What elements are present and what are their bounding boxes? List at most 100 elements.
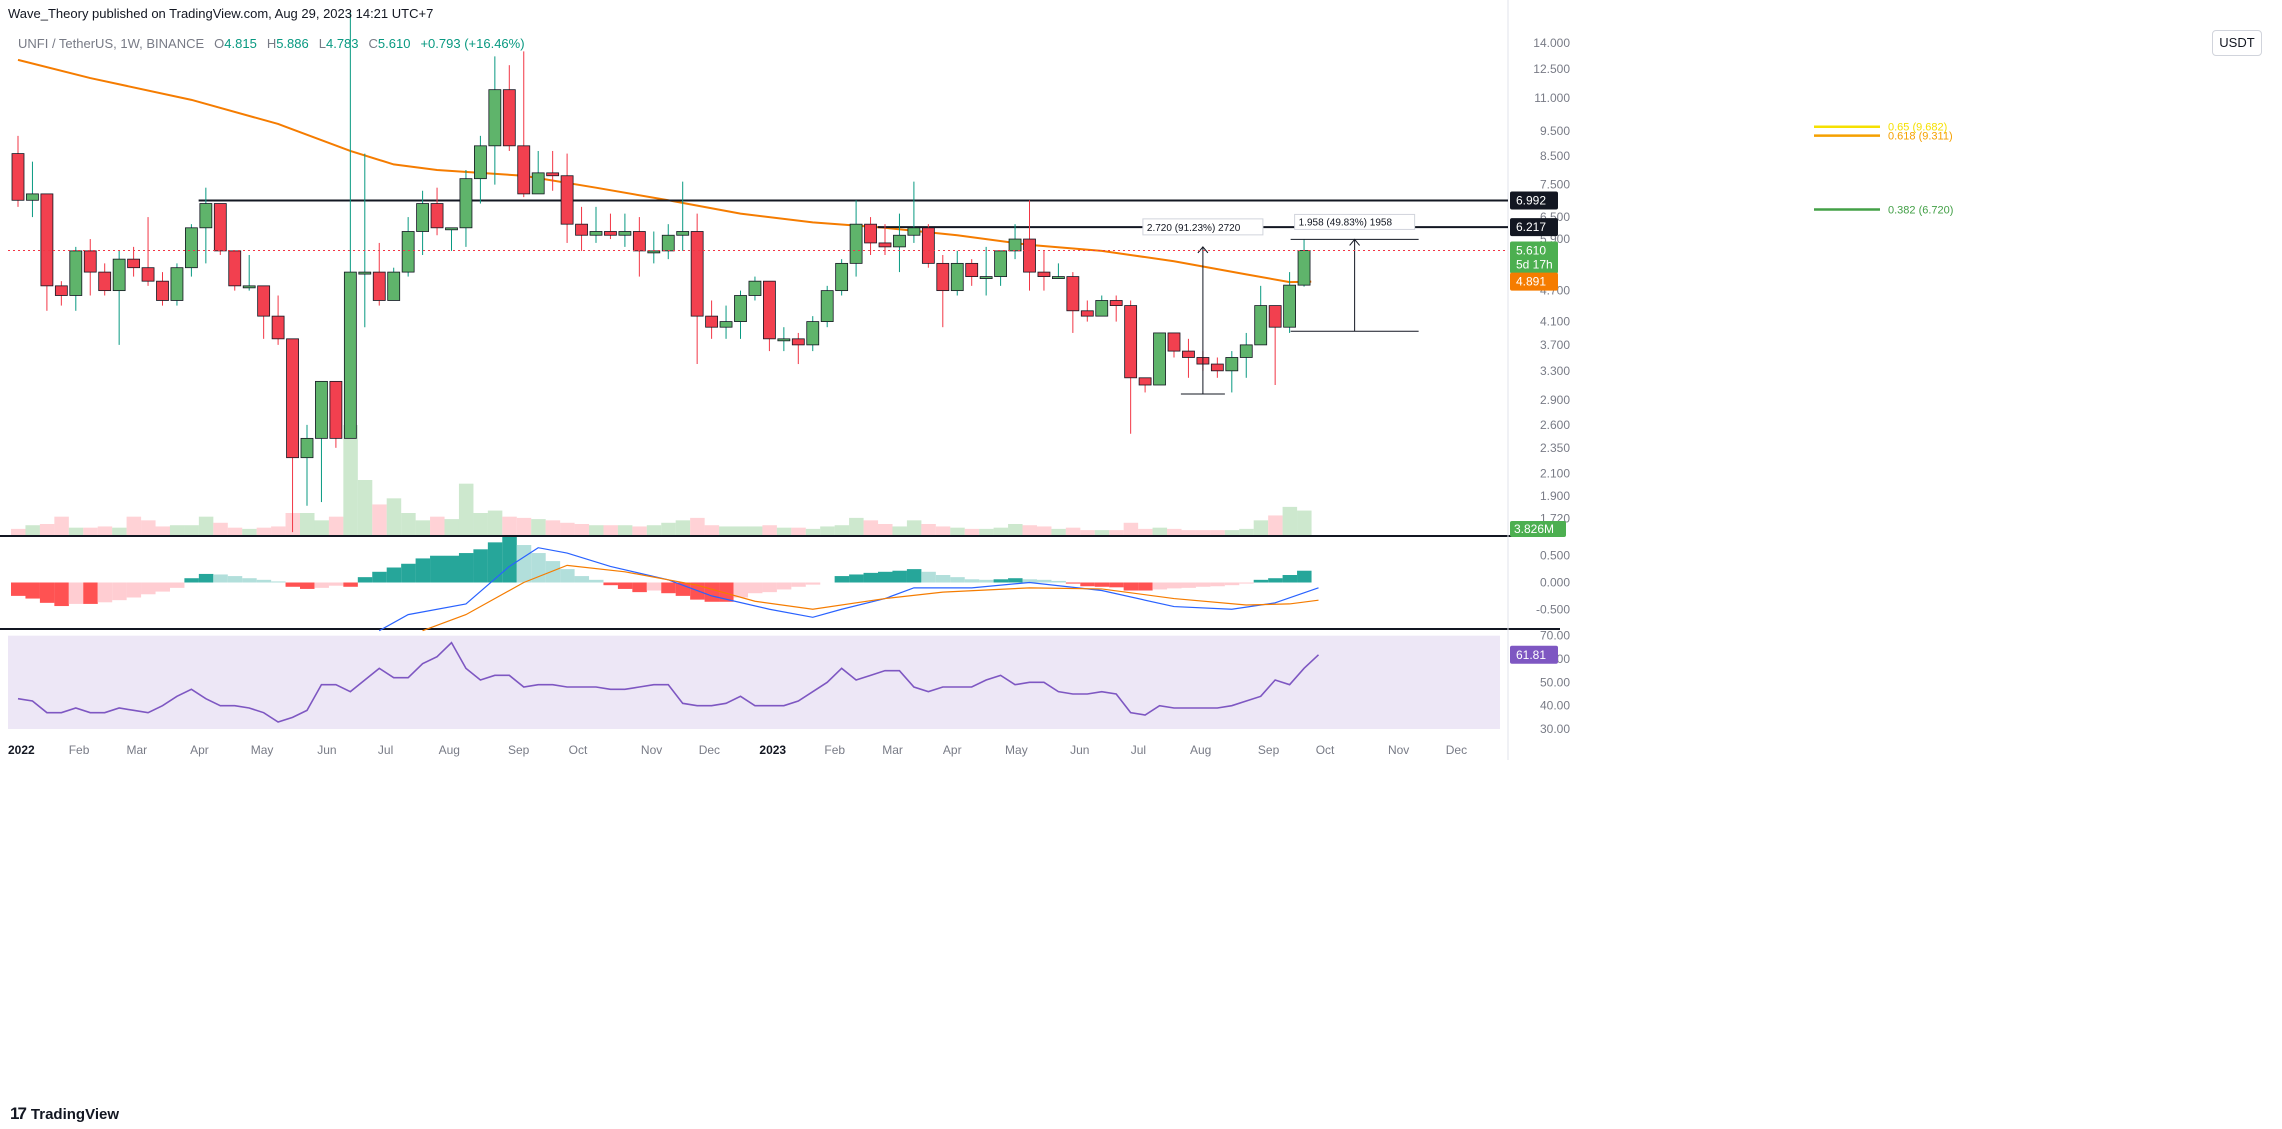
candle-up[interactable] xyxy=(401,231,415,273)
candle-up[interactable] xyxy=(69,250,83,296)
candle-up[interactable] xyxy=(618,231,632,236)
candle-down[interactable] xyxy=(372,271,386,301)
candle-up[interactable] xyxy=(343,271,357,439)
macd-histogram-bar xyxy=(906,569,922,583)
candle-up[interactable] xyxy=(531,172,545,195)
volume-bar xyxy=(1022,525,1037,535)
candle-down[interactable] xyxy=(430,203,444,229)
currency-button[interactable]: USDT xyxy=(2212,30,2262,56)
candle-down[interactable] xyxy=(83,250,97,273)
candle-down[interactable] xyxy=(213,203,227,252)
candle-up[interactable] xyxy=(719,321,733,328)
candle-down[interactable] xyxy=(40,193,54,287)
candle-down[interactable] xyxy=(1268,305,1282,328)
candle-up[interactable] xyxy=(387,271,401,301)
candle-down[interactable] xyxy=(98,271,112,292)
candle-down[interactable] xyxy=(271,315,285,340)
candle-up[interactable] xyxy=(748,280,762,296)
candle-up[interactable] xyxy=(170,267,184,301)
candle-down[interactable] xyxy=(575,223,588,236)
candle-down[interactable] xyxy=(228,250,242,287)
candle-down[interactable] xyxy=(1037,271,1051,277)
candle-down[interactable] xyxy=(127,258,140,269)
candle-down[interactable] xyxy=(965,262,979,277)
candle-up[interactable] xyxy=(907,227,921,236)
candle-up[interactable] xyxy=(1225,357,1239,372)
candle-up[interactable] xyxy=(1297,250,1311,286)
candle-down[interactable] xyxy=(1124,305,1138,379)
candle-up[interactable] xyxy=(473,145,487,180)
time-tick-label: Apr xyxy=(943,743,962,757)
price-tick-label: 7.500 xyxy=(1540,178,1570,192)
candle-up[interactable] xyxy=(835,262,849,292)
candle-down[interactable] xyxy=(1023,238,1036,273)
candle-up[interactable] xyxy=(184,227,198,269)
candle-down[interactable] xyxy=(791,338,805,346)
candle-down[interactable] xyxy=(763,280,776,340)
candle-up[interactable] xyxy=(26,193,39,201)
candle-up[interactable] xyxy=(1052,276,1065,279)
candle-down[interactable] xyxy=(329,380,343,439)
candle-down[interactable] xyxy=(878,242,892,248)
candle-up[interactable] xyxy=(820,290,834,322)
candle-up[interactable] xyxy=(1254,305,1268,346)
candle-up[interactable] xyxy=(1239,344,1253,358)
candle-up[interactable] xyxy=(647,250,661,254)
candle-up[interactable] xyxy=(589,231,603,236)
candle-down[interactable] xyxy=(1109,300,1123,306)
candle-up[interactable] xyxy=(445,227,458,231)
candle-down[interactable] xyxy=(1210,363,1224,372)
candle-up[interactable] xyxy=(199,203,213,229)
candle-up[interactable] xyxy=(1283,284,1296,328)
macd-histogram-bar xyxy=(632,582,647,593)
candle-up[interactable] xyxy=(849,223,863,264)
candle-up[interactable] xyxy=(488,89,502,147)
candle-up[interactable] xyxy=(1008,238,1022,252)
candle-down[interactable] xyxy=(936,262,950,292)
candle-up[interactable] xyxy=(893,234,906,248)
candle-down[interactable] xyxy=(690,231,704,317)
candle-up[interactable] xyxy=(112,258,126,292)
candle-down[interactable] xyxy=(156,280,169,301)
candle-up[interactable] xyxy=(979,276,993,279)
candle-down[interactable] xyxy=(54,285,68,296)
candle-up[interactable] xyxy=(242,285,256,289)
candle-up[interactable] xyxy=(950,262,964,292)
candle-up[interactable] xyxy=(358,271,372,275)
candle-down[interactable] xyxy=(1182,350,1195,358)
volume-bar xyxy=(68,527,84,535)
candle-down[interactable] xyxy=(257,285,271,317)
candle-down[interactable] xyxy=(1080,310,1094,317)
candle-down[interactable] xyxy=(560,175,574,225)
candle-down[interactable] xyxy=(11,153,25,201)
candle-down[interactable] xyxy=(286,338,299,459)
candle-up[interactable] xyxy=(994,250,1007,277)
candle-down[interactable] xyxy=(141,267,155,282)
candle-up[interactable] xyxy=(661,234,675,252)
candle-up[interactable] xyxy=(806,321,820,346)
candle-down[interactable] xyxy=(632,231,646,252)
candle-up[interactable] xyxy=(459,178,473,229)
candle-up[interactable] xyxy=(676,231,690,236)
candle-up[interactable] xyxy=(777,338,791,342)
candle-down[interactable] xyxy=(502,89,516,147)
candle-up[interactable] xyxy=(1153,332,1166,386)
candle-down[interactable] xyxy=(705,315,718,328)
macd-histogram-bar xyxy=(603,582,618,586)
candle-up[interactable] xyxy=(300,437,314,459)
tradingview-brand[interactable]: 17 TradingView xyxy=(10,1104,119,1124)
candle-down[interactable] xyxy=(604,231,617,236)
candle-up[interactable] xyxy=(1095,300,1109,317)
candle-up[interactable] xyxy=(734,295,747,322)
candle-down[interactable] xyxy=(1066,276,1080,312)
candle-down[interactable] xyxy=(517,145,531,195)
candle-down[interactable] xyxy=(921,227,935,264)
candle-down[interactable] xyxy=(1138,377,1152,386)
candle-up[interactable] xyxy=(416,203,430,232)
candle-down[interactable] xyxy=(1167,332,1181,352)
candle-down[interactable] xyxy=(864,223,877,244)
candle-down[interactable] xyxy=(546,172,560,177)
candle-up[interactable] xyxy=(315,380,328,439)
